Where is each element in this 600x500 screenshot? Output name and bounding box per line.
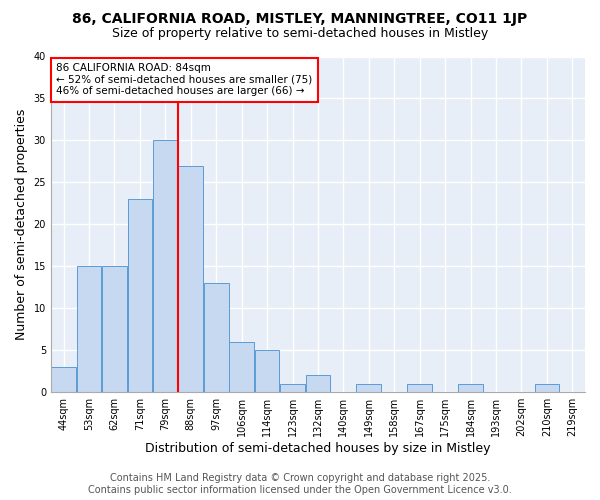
Bar [178,166,203,392]
Bar [305,376,330,392]
Bar [280,384,305,392]
Bar [407,384,432,392]
Bar [204,283,229,392]
Text: Contains HM Land Registry data © Crown copyright and database right 2025.
Contai: Contains HM Land Registry data © Crown c… [88,474,512,495]
Bar [255,350,280,392]
Bar [229,342,254,392]
Bar [535,384,559,392]
Text: 86 CALIFORNIA ROAD: 84sqm
← 52% of semi-detached houses are smaller (75)
46% of : 86 CALIFORNIA ROAD: 84sqm ← 52% of semi-… [56,63,313,96]
Bar [51,367,76,392]
Bar [77,266,101,392]
Text: Size of property relative to semi-detached houses in Mistley: Size of property relative to semi-detach… [112,28,488,40]
Bar [356,384,381,392]
Y-axis label: Number of semi-detached properties: Number of semi-detached properties [15,108,28,340]
Bar [153,140,178,392]
Text: 86, CALIFORNIA ROAD, MISTLEY, MANNINGTREE, CO11 1JP: 86, CALIFORNIA ROAD, MISTLEY, MANNINGTRE… [73,12,527,26]
Bar [128,199,152,392]
Bar [458,384,483,392]
X-axis label: Distribution of semi-detached houses by size in Mistley: Distribution of semi-detached houses by … [145,442,491,455]
Bar [102,266,127,392]
